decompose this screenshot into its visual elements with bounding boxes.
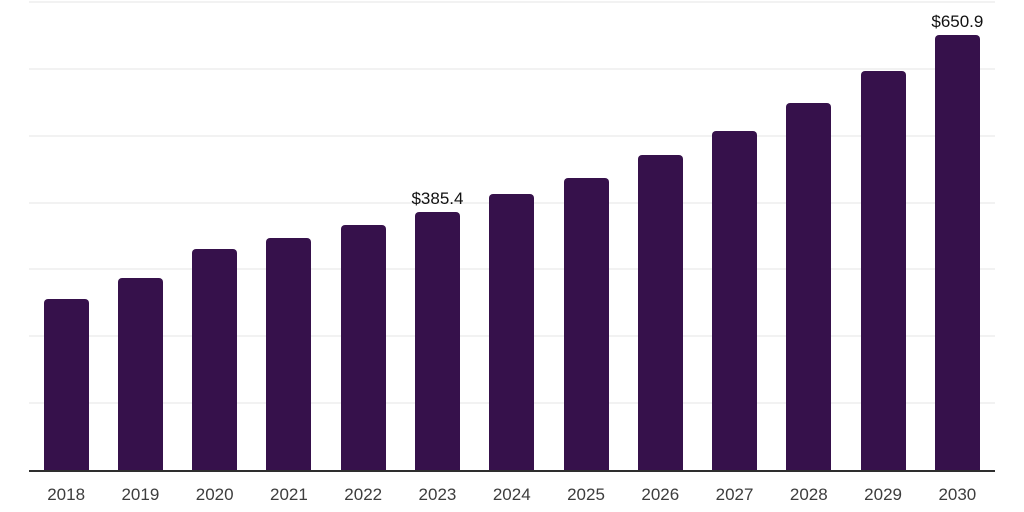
x-tick-2019: 2019	[121, 485, 160, 504]
bar-2027	[712, 131, 758, 470]
data-label-2023: $385.4	[411, 189, 464, 209]
x-tick-2022: 2022	[344, 485, 383, 504]
x-tick-2028: 2028	[789, 485, 828, 504]
bar-2022	[340, 224, 386, 470]
x-tick-2030: 2030	[938, 485, 977, 504]
data-label-2030: $650.9	[931, 11, 984, 31]
bar-2019	[117, 278, 163, 470]
x-tick-2027: 2027	[715, 485, 754, 504]
gridline-600	[29, 67, 995, 70]
x-tick-2029: 2029	[864, 485, 903, 504]
bar-2018	[43, 298, 89, 470]
x-tick-2024: 2024	[492, 485, 531, 504]
x-tick-2023: 2023	[418, 485, 457, 504]
gridline-500	[29, 134, 995, 137]
x-tick-2026: 2026	[641, 485, 680, 504]
gridline-700	[29, 1, 995, 3]
bar-2021	[266, 238, 312, 470]
bar-2024	[489, 194, 535, 470]
x-tick-2025: 2025	[567, 485, 605, 504]
bar-2029	[860, 70, 906, 470]
x-tick-2018: 2018	[47, 485, 86, 504]
x-tick-2020: 2020	[195, 485, 234, 504]
bar-2020	[192, 249, 238, 470]
bar-2023	[414, 212, 460, 470]
bar-2030	[934, 34, 980, 470]
bar-2025	[563, 177, 609, 470]
bar-2028	[786, 103, 832, 470]
x-tick-2021: 2021	[270, 485, 308, 504]
x-axis-line	[29, 469, 995, 472]
bar-2026	[637, 155, 683, 470]
